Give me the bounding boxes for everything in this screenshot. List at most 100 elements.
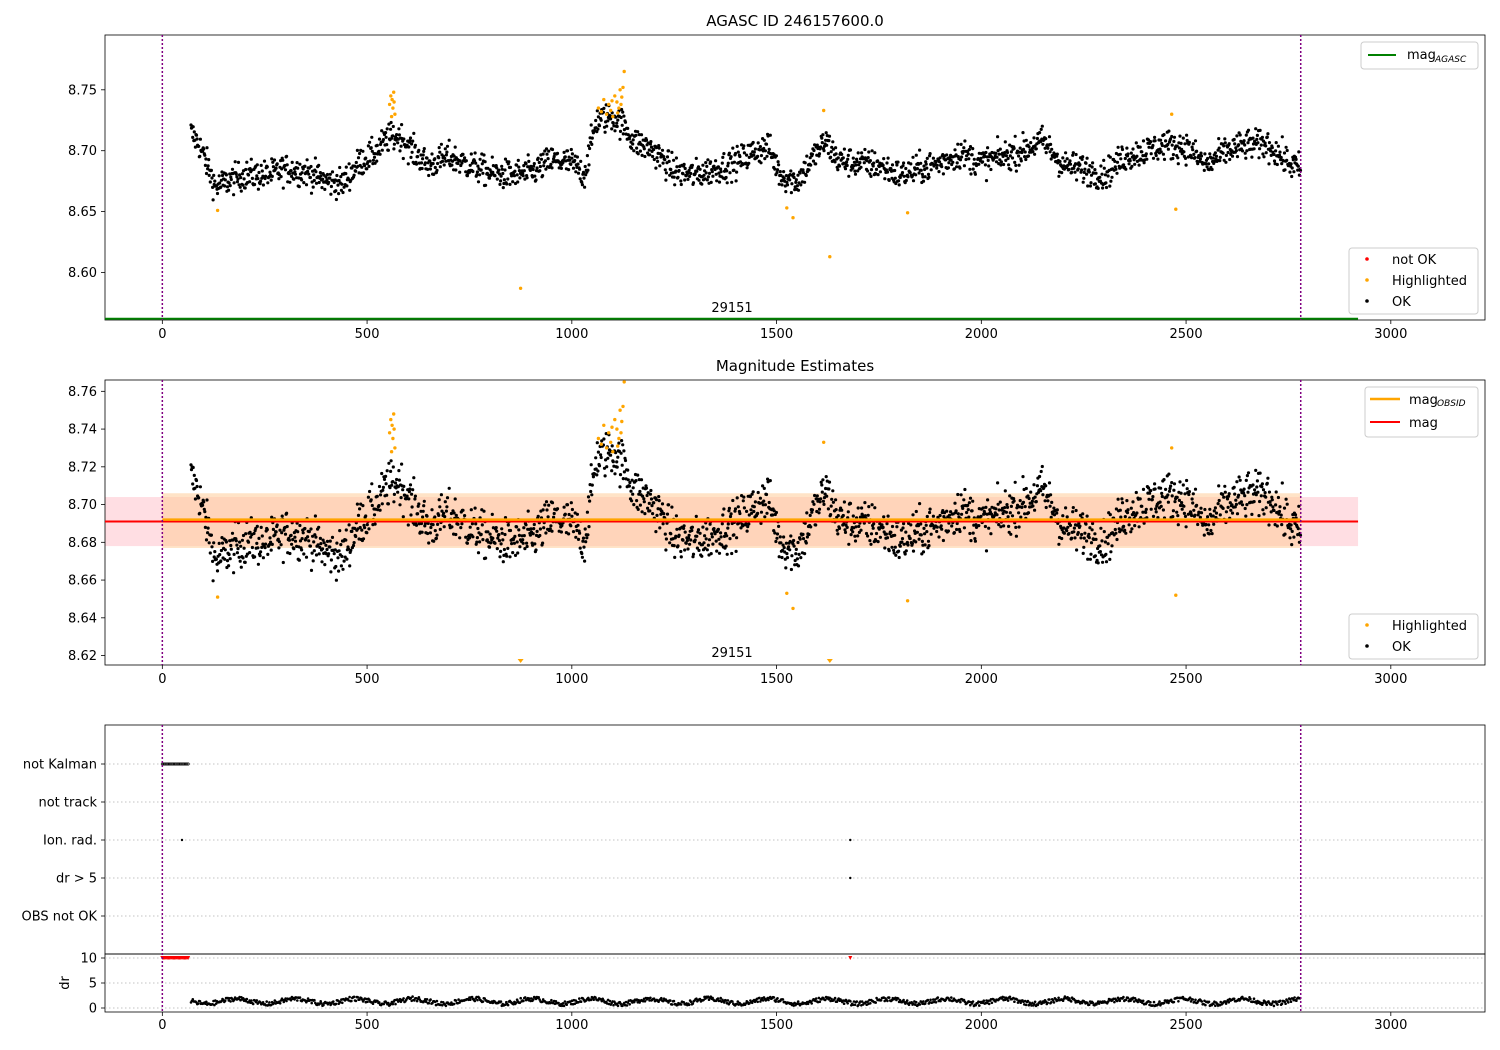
ok-point — [922, 164, 926, 168]
ok-point — [328, 545, 332, 549]
ok-point — [590, 142, 594, 146]
ok-point — [277, 546, 281, 550]
ok-point — [1191, 142, 1195, 146]
ok-point — [469, 508, 473, 512]
ok-point — [1191, 501, 1195, 505]
dr-point — [423, 998, 427, 1001]
ok-point — [721, 155, 725, 159]
ok-point — [1120, 147, 1125, 152]
ok-point — [1003, 151, 1007, 155]
ok-point — [913, 529, 917, 533]
ok-point — [1161, 508, 1165, 512]
ok-point — [1202, 533, 1206, 537]
ok-point — [1185, 478, 1189, 483]
ok-point — [468, 536, 472, 540]
dr-gt-5-point — [849, 876, 852, 880]
legend-label-highlighted-2: Highlighted — [1392, 619, 1467, 634]
ok-point — [471, 169, 475, 174]
ok-point — [565, 149, 570, 153]
ok-point — [807, 168, 811, 172]
ok-point — [971, 147, 975, 151]
ok-point — [280, 167, 284, 171]
ok-point — [445, 144, 450, 148]
ok-point — [283, 168, 288, 172]
ok-point — [1092, 537, 1096, 542]
ok-point — [422, 499, 426, 503]
ok-point — [851, 166, 855, 170]
ok-point — [419, 161, 424, 165]
ok-point — [1233, 142, 1237, 146]
ok-point — [973, 537, 977, 541]
ok-point — [524, 162, 528, 166]
ok-point — [693, 538, 697, 542]
dr-point — [723, 1001, 726, 1004]
ok-point — [1255, 137, 1259, 141]
ok-point — [1122, 524, 1126, 529]
ok-point — [1223, 141, 1227, 145]
ok-point — [407, 497, 411, 501]
ok-point — [396, 141, 400, 145]
ok-point — [423, 524, 427, 528]
ok-point — [609, 117, 613, 121]
ok-point — [1110, 544, 1114, 548]
ok-point — [661, 522, 665, 526]
panel1-legend-bottom: not OK Highlighted OK — [1348, 247, 1479, 315]
ok-point — [677, 533, 681, 537]
ok-point — [401, 515, 405, 519]
ok-point — [1244, 514, 1248, 518]
ok-point — [345, 184, 349, 188]
ok-point — [255, 541, 259, 546]
ok-point — [736, 505, 740, 509]
dr-point — [229, 1000, 232, 1003]
ok-point — [947, 513, 952, 517]
highlighted-point — [905, 211, 910, 215]
ok-point — [228, 557, 232, 561]
ok-point — [719, 531, 723, 535]
dr-point — [860, 1000, 864, 1003]
ok-point — [1283, 532, 1287, 536]
panel1-ytick-label-3: 8.75 — [68, 83, 97, 98]
dr-point — [350, 999, 353, 1003]
dr-point — [402, 997, 405, 1000]
ok-point — [476, 526, 480, 531]
ok-point — [583, 164, 587, 169]
ok-point — [576, 171, 581, 175]
dr-point — [687, 1003, 691, 1007]
ok-point — [995, 513, 999, 517]
ok-point — [825, 494, 829, 498]
ok-point — [801, 537, 806, 541]
ok-point — [1276, 495, 1280, 500]
ok-point — [1108, 557, 1112, 562]
ok-point — [312, 540, 316, 544]
ok-point — [689, 538, 693, 542]
ok-point — [461, 152, 465, 156]
ok-point — [610, 444, 614, 448]
ok-point — [255, 163, 259, 167]
ok-point — [332, 552, 336, 556]
dr-clipped-marker — [848, 956, 853, 960]
ok-point — [764, 492, 769, 497]
ok-point — [1009, 504, 1014, 508]
ok-point — [621, 443, 625, 447]
ok-point — [1151, 514, 1156, 519]
ok-point — [931, 514, 936, 518]
ok-point — [312, 178, 316, 183]
ok-point — [407, 490, 411, 494]
ok-point — [784, 174, 789, 178]
ok-point — [369, 146, 373, 150]
ok-point — [224, 540, 228, 544]
ok-point — [437, 156, 441, 160]
ok-point — [198, 154, 202, 158]
ok-point — [261, 183, 265, 187]
dr-point — [767, 998, 770, 1002]
ok-point — [260, 534, 264, 538]
ok-point — [745, 166, 749, 170]
ok-point — [491, 170, 495, 174]
ok-point — [191, 135, 195, 139]
ok-point — [752, 150, 756, 154]
ok-point — [1093, 532, 1097, 536]
ok-point — [868, 159, 873, 163]
ok-point — [983, 163, 988, 167]
ok-point — [241, 533, 246, 538]
ok-point — [201, 503, 205, 507]
